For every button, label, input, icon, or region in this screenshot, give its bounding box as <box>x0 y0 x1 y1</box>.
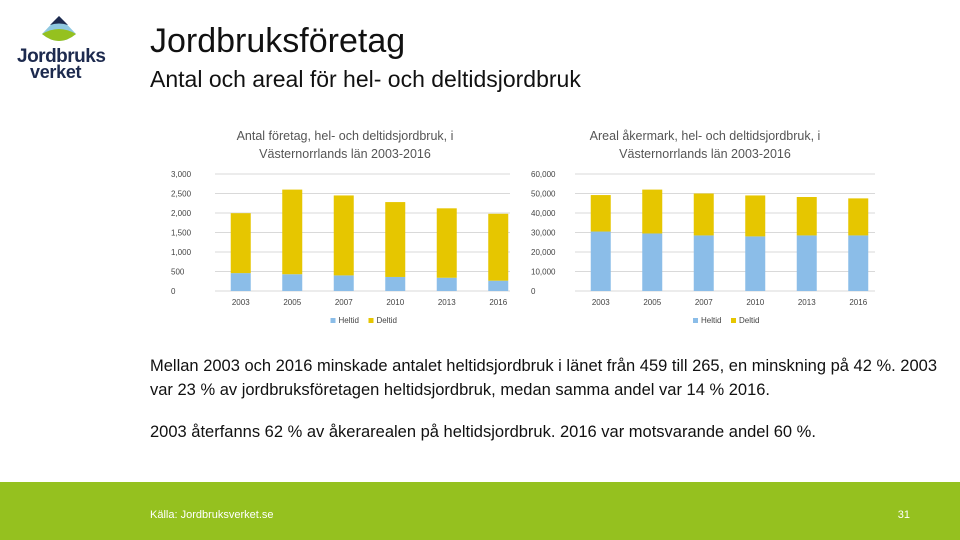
x-tick-label: 2003 <box>592 298 610 307</box>
bar-deltid-2007 <box>333 195 354 276</box>
chart-antal-svg: Antal företag, hel- och deltidsjordbruk,… <box>171 129 510 325</box>
bar-deltid-2005 <box>642 189 663 234</box>
chart-title-line: Antal företag, hel- och deltidsjordbruk,… <box>237 129 454 143</box>
bar-heltid-2016 <box>488 280 509 291</box>
bar-heltid-2013 <box>436 277 457 291</box>
bar-deltid-2016 <box>488 213 509 281</box>
bar-deltid-2005 <box>282 189 303 275</box>
y-tick-label: 500 <box>171 268 185 277</box>
bar-heltid-2003 <box>230 273 251 291</box>
bar-heltid-2016 <box>848 235 869 291</box>
logo-text-line1: Jordbruks <box>17 46 106 67</box>
summary-paragraph-2: 2003 återfanns 62 % av åkerarealen på he… <box>150 423 816 441</box>
footer-bar: Källa: Jordbruksverket.se 31 <box>0 482 960 540</box>
y-tick-label: 40,000 <box>531 209 556 218</box>
logo-mark-icon <box>42 16 76 41</box>
bar-deltid-2016 <box>848 198 869 236</box>
chart-areal-akermark: Areal åkermark, hel- och deltidsjordbruk… <box>520 128 890 338</box>
x-tick-label: 2005 <box>643 298 661 307</box>
bar-deltid-2007 <box>693 193 714 236</box>
y-tick-label: 3,000 <box>171 170 192 179</box>
x-tick-label: 2013 <box>798 298 816 307</box>
bar-deltid-2010 <box>745 195 766 237</box>
bar-deltid-2010 <box>385 202 406 277</box>
x-tick-label: 2007 <box>695 298 713 307</box>
chart-title-line: Areal åkermark, hel- och deltidsjordbruk… <box>590 129 821 143</box>
bar-heltid-2005 <box>282 274 303 291</box>
legend-label-deltid: Deltid <box>739 316 759 325</box>
y-tick-label: 60,000 <box>531 170 556 179</box>
x-tick-label: 2003 <box>232 298 250 307</box>
legend-swatch-heltid <box>693 318 698 323</box>
y-tick-label: 10,000 <box>531 268 556 277</box>
legend-swatch-deltid <box>368 318 374 323</box>
bar-deltid-2013 <box>796 197 817 236</box>
legend-label-heltid: Heltid <box>701 316 721 325</box>
x-tick-label: 2010 <box>386 298 404 307</box>
y-tick-label: 2,000 <box>171 209 192 218</box>
x-tick-label: 2016 <box>849 298 867 307</box>
bar-heltid-2007 <box>693 235 714 291</box>
y-tick-label: 20,000 <box>531 248 556 257</box>
y-tick-label: 0 <box>531 287 536 296</box>
chart-areal-svg: Areal åkermark, hel- och deltidsjordbruk… <box>531 129 875 325</box>
bar-heltid-2003 <box>590 231 611 291</box>
legend-swatch-deltid <box>731 318 736 323</box>
x-tick-label: 2013 <box>438 298 456 307</box>
bar-heltid-2010 <box>745 236 766 291</box>
bar-heltid-2005 <box>642 233 663 291</box>
legend-label-deltid: Deltid <box>377 316 397 325</box>
x-tick-label: 2007 <box>335 298 353 307</box>
chart-antal-foretag: Antal företag, hel- och deltidsjordbruk,… <box>160 128 520 338</box>
source-text: Källa: Jordbruksverket.se <box>150 509 274 521</box>
bar-heltid-2007 <box>333 275 354 291</box>
chart-title-line: Västernorrlands län 2003-2016 <box>259 147 431 161</box>
bar-deltid-2013 <box>436 208 457 278</box>
legend-label-heltid: Heltid <box>339 316 359 325</box>
legend-swatch-heltid <box>330 318 336 323</box>
page-subtitle: Antal och areal för hel- och deltidsjord… <box>150 66 581 92</box>
y-tick-label: 2,500 <box>171 190 192 199</box>
x-tick-label: 2010 <box>746 298 764 307</box>
bar-deltid-2003 <box>590 195 611 232</box>
y-tick-label: 30,000 <box>531 229 556 238</box>
y-tick-label: 0 <box>171 287 176 296</box>
logo-text-line2: verket <box>30 62 82 82</box>
y-tick-label: 1,500 <box>171 229 192 238</box>
bar-deltid-2003 <box>230 213 251 274</box>
chart-title-line: Västernorrlands län 2003-2016 <box>619 147 791 161</box>
jordbruksverket-logo: Jordbruks verket <box>14 14 106 84</box>
bar-heltid-2010 <box>385 276 406 291</box>
y-tick-label: 50,000 <box>531 190 556 199</box>
bar-heltid-2013 <box>796 235 817 291</box>
summary-paragraph-1: Mellan 2003 och 2016 minskade antalet he… <box>150 357 938 399</box>
x-tick-label: 2005 <box>283 298 301 307</box>
x-tick-label: 2016 <box>489 298 507 307</box>
page-title: Jordbruksföretag <box>150 22 406 60</box>
page-number: 31 <box>897 509 910 521</box>
y-tick-label: 1,000 <box>171 248 192 257</box>
